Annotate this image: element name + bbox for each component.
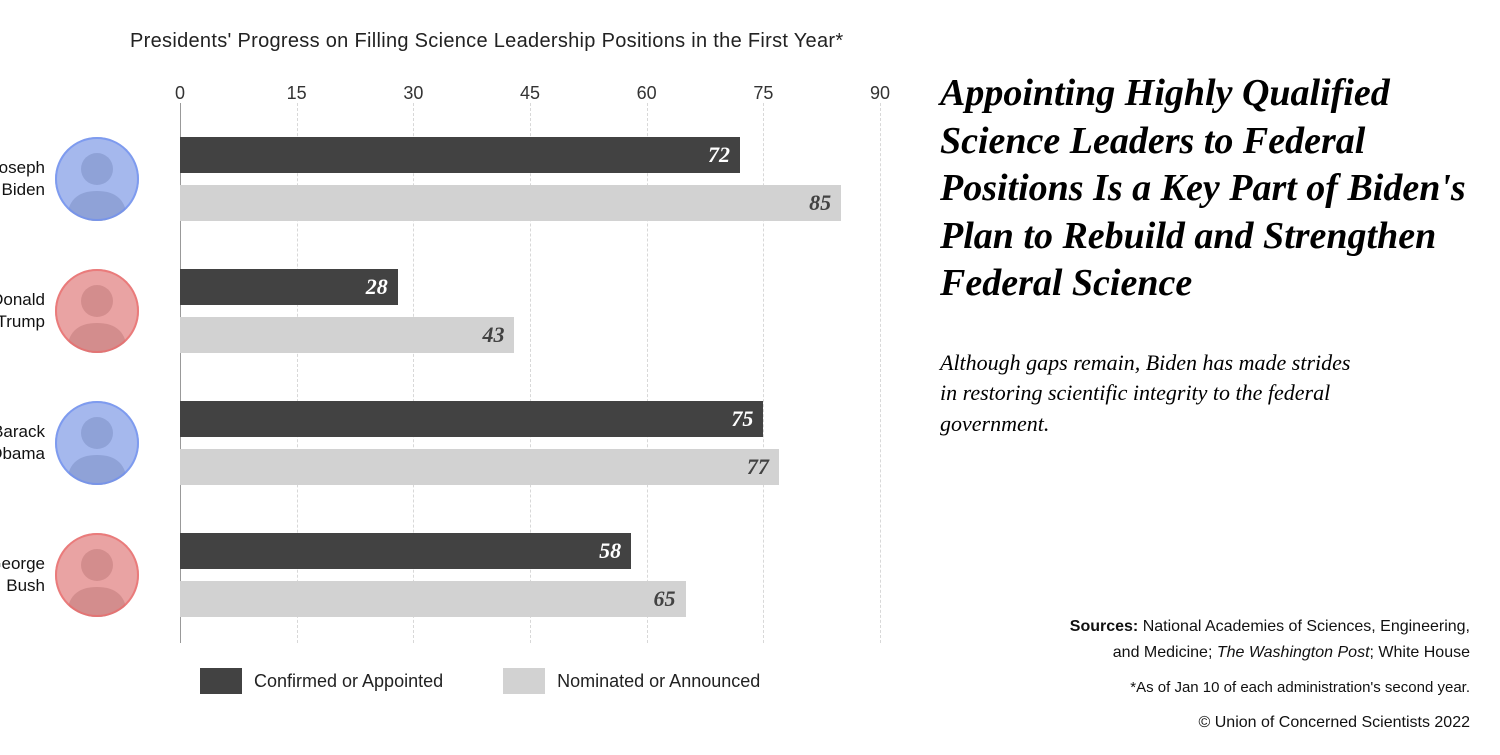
plot-area: JosephBiden 7285DonaldTrump 2843BarackOb… — [180, 113, 880, 643]
legend-item: Nominated or Announced — [503, 668, 760, 694]
sources-text-2a: and Medicine; — [1113, 644, 1217, 661]
nominated-bar: 65 — [180, 581, 686, 617]
nominated-bar: 77 — [180, 449, 779, 485]
headline: Appointing Highly Qualified Science Lead… — [940, 70, 1470, 308]
tick-label: 30 — [403, 83, 423, 104]
president-row: GeorgeW. Bush 5865 — [180, 509, 880, 641]
bar-value: 85 — [809, 190, 831, 216]
president-avatar — [55, 401, 139, 485]
tick-label: 0 — [175, 83, 185, 104]
bar-group: 75 77 — [180, 377, 880, 509]
bar-value: 77 — [747, 454, 769, 480]
president-name: DonaldTrump — [0, 289, 45, 333]
sources-line2: and Medicine; The Washington Post; White… — [940, 641, 1470, 665]
president-avatar — [55, 269, 139, 353]
text-panel: Appointing Highly Qualified Science Lead… — [900, 30, 1470, 735]
president-name: GeorgeW. Bush — [0, 553, 45, 597]
bar-group: 72 85 — [180, 113, 880, 245]
chart-area: 0153045607590 JosephBiden 7285DonaldTrum… — [180, 83, 880, 643]
tick-label: 75 — [753, 83, 773, 104]
bar-value: 75 — [731, 406, 753, 432]
legend: Confirmed or Appointed Nominated or Annou… — [200, 668, 900, 694]
sources-text-1: National Academies of Sciences, Engineer… — [1143, 618, 1470, 635]
president-row: BarackObama 7577 — [180, 377, 880, 509]
subhead: Although gaps remain, Biden has made str… — [940, 348, 1360, 440]
legend-swatch — [200, 668, 242, 694]
confirmed-bar: 72 — [180, 137, 740, 173]
nominated-bar: 85 — [180, 185, 841, 221]
tick-label: 15 — [287, 83, 307, 104]
sources-label: Sources: — [1070, 618, 1138, 635]
president-row: DonaldTrump 2843 — [180, 245, 880, 377]
sources-line1: Sources: National Academies of Sciences,… — [940, 615, 1470, 639]
sources-text-2em: The Washington Post — [1217, 644, 1370, 661]
president-avatar — [55, 137, 139, 221]
president-avatar — [55, 533, 139, 617]
x-axis: 0153045607590 — [180, 83, 880, 113]
legend-label: Confirmed or Appointed — [254, 671, 443, 692]
bar-value: 65 — [654, 586, 676, 612]
nominated-bar: 43 — [180, 317, 514, 353]
legend-swatch — [503, 668, 545, 694]
bar-value: 72 — [708, 142, 730, 168]
confirmed-bar: 75 — [180, 401, 763, 437]
bar-value: 58 — [599, 538, 621, 564]
footnote: *As of Jan 10 of each administration's s… — [940, 677, 1470, 700]
chart-panel: Presidents' Progress on Filling Science … — [30, 30, 900, 735]
sources-text-2b: ; White House — [1370, 644, 1470, 661]
copyright: © Union of Concerned Scientists 2022 — [940, 711, 1470, 735]
confirmed-bar: 28 — [180, 269, 398, 305]
tick-label: 90 — [870, 83, 890, 104]
tick-label: 45 — [520, 83, 540, 104]
legend-label: Nominated or Announced — [557, 671, 760, 692]
confirmed-bar: 58 — [180, 533, 631, 569]
bar-value: 43 — [482, 322, 504, 348]
bar-value: 28 — [366, 274, 388, 300]
president-name: BarackObama — [0, 421, 45, 465]
chart-title: Presidents' Progress on Filling Science … — [130, 30, 900, 53]
president-name: JosephBiden — [0, 157, 45, 201]
bar-group: 28 43 — [180, 245, 880, 377]
bar-group: 58 65 — [180, 509, 880, 641]
tick-label: 60 — [637, 83, 657, 104]
gridline — [880, 103, 881, 643]
sources-block: Sources: National Academies of Sciences,… — [940, 615, 1470, 736]
president-row: JosephBiden 7285 — [180, 113, 880, 245]
legend-item: Confirmed or Appointed — [200, 668, 443, 694]
